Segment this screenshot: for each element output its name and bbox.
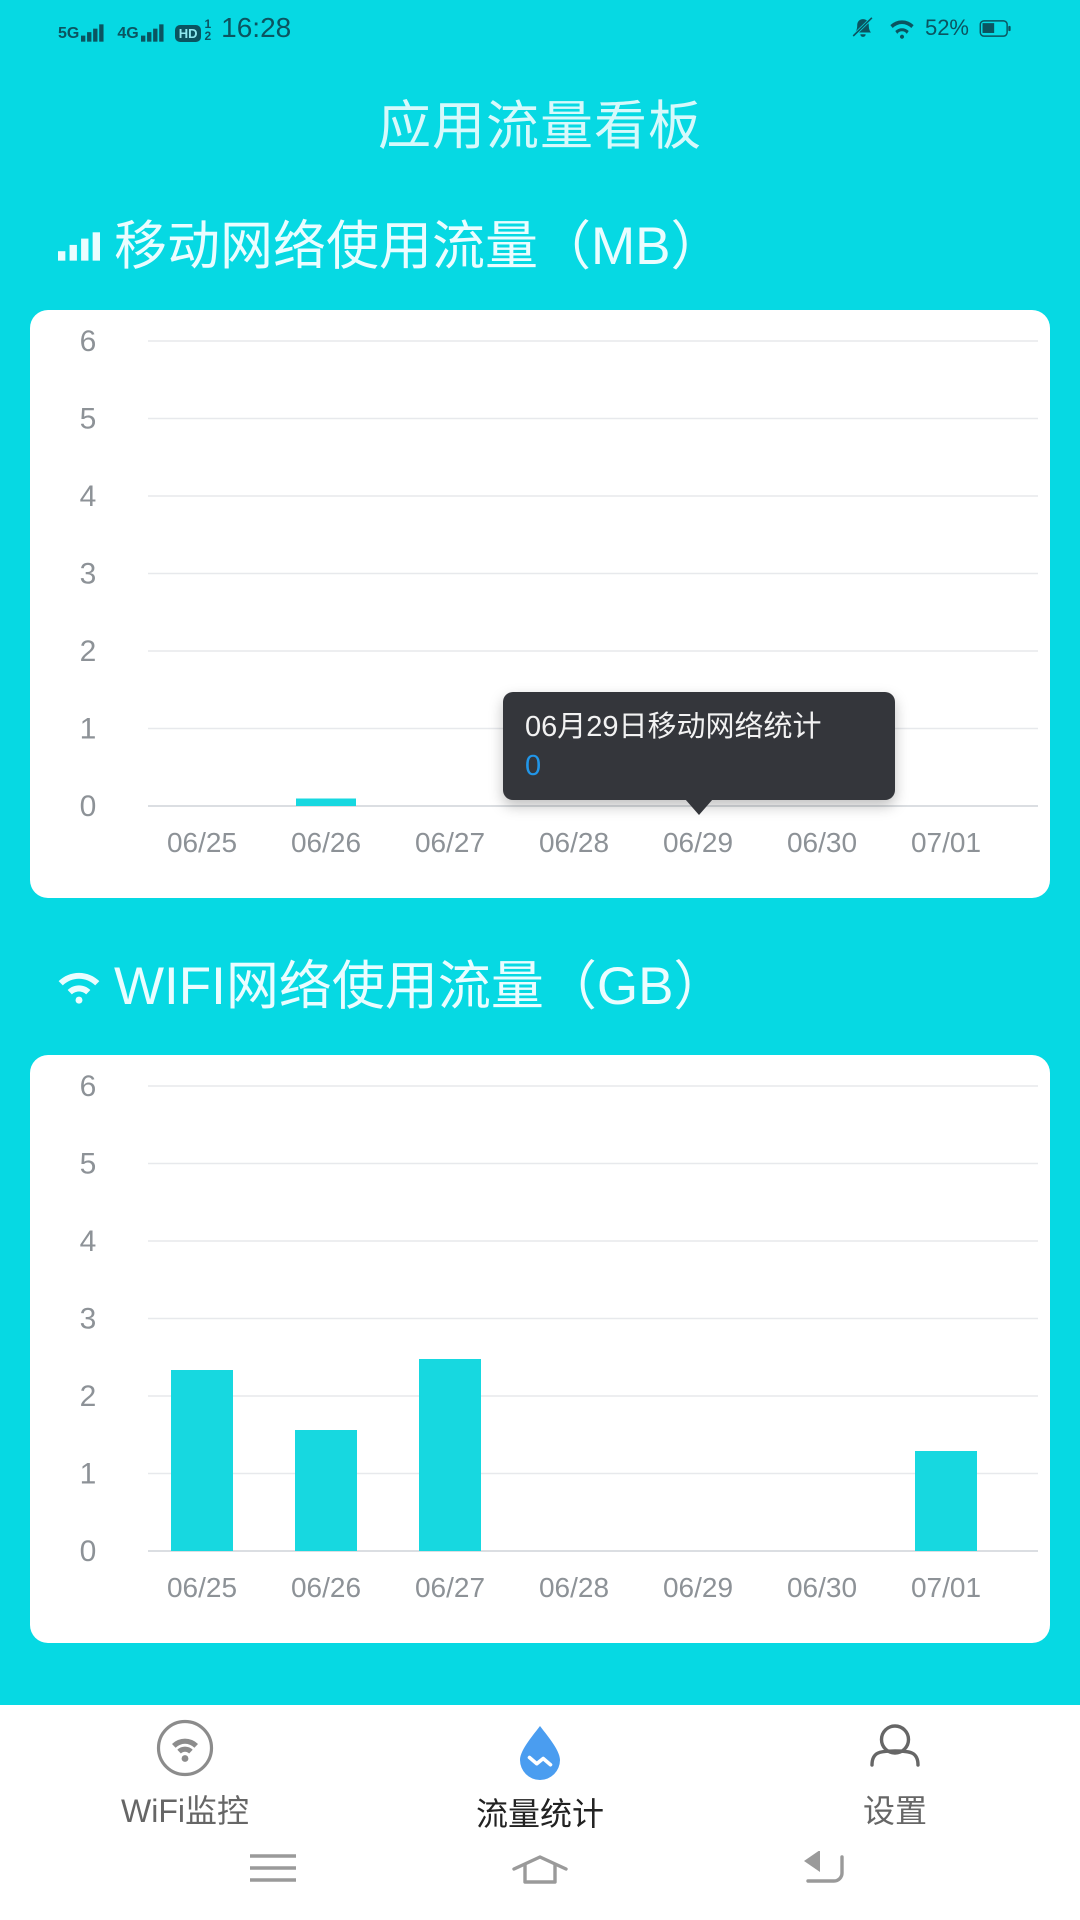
svg-text:4: 4 xyxy=(80,480,97,513)
svg-text:3: 3 xyxy=(80,558,97,591)
svg-text:5: 5 xyxy=(80,1148,97,1181)
svg-text:06/29: 06/29 xyxy=(663,1572,733,1603)
svg-text:06/27: 06/27 xyxy=(415,1572,485,1603)
svg-text:06/25: 06/25 xyxy=(167,827,237,858)
svg-text:6: 6 xyxy=(80,1070,97,1103)
svg-text:06/30: 06/30 xyxy=(787,827,857,858)
svg-text:1: 1 xyxy=(80,713,97,746)
svg-text:06/28: 06/28 xyxy=(539,1572,609,1603)
svg-text:06/27: 06/27 xyxy=(415,827,485,858)
svg-text:6: 6 xyxy=(80,325,97,358)
svg-text:2: 2 xyxy=(80,1380,97,1413)
svg-text:06/25: 06/25 xyxy=(167,1572,237,1603)
svg-text:2: 2 xyxy=(80,635,97,668)
svg-text:06/29: 06/29 xyxy=(663,827,733,858)
svg-text:06/28: 06/28 xyxy=(539,827,609,858)
svg-text:06/26: 06/26 xyxy=(291,827,361,858)
svg-text:0: 0 xyxy=(80,1535,97,1568)
svg-text:3: 3 xyxy=(80,1303,97,1336)
svg-text:4: 4 xyxy=(80,1225,97,1258)
svg-text:07/01: 07/01 xyxy=(911,827,981,858)
svg-text:5: 5 xyxy=(80,403,97,436)
svg-text:06/26: 06/26 xyxy=(291,1572,361,1603)
svg-text:0: 0 xyxy=(80,790,97,823)
svg-text:06/30: 06/30 xyxy=(787,1572,857,1603)
svg-text:1: 1 xyxy=(80,1458,97,1491)
svg-text:07/01: 07/01 xyxy=(911,1572,981,1603)
